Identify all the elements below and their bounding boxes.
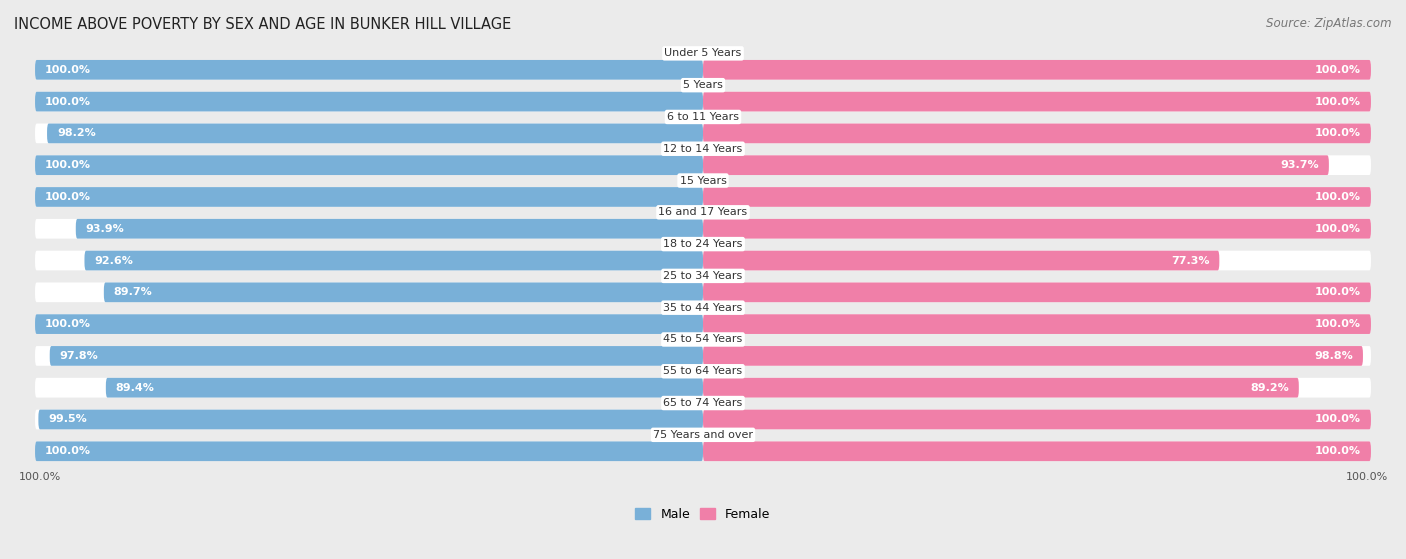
- Text: 100.0%: 100.0%: [1315, 65, 1361, 75]
- FancyBboxPatch shape: [35, 60, 703, 80]
- Text: 15 Years: 15 Years: [679, 176, 727, 186]
- FancyBboxPatch shape: [703, 442, 1371, 461]
- FancyBboxPatch shape: [35, 282, 703, 302]
- FancyBboxPatch shape: [703, 92, 1371, 111]
- Text: 92.6%: 92.6%: [94, 255, 134, 266]
- Text: 100.0%: 100.0%: [1315, 192, 1361, 202]
- FancyBboxPatch shape: [49, 346, 703, 366]
- FancyBboxPatch shape: [35, 346, 703, 366]
- Text: 65 to 74 Years: 65 to 74 Years: [664, 398, 742, 408]
- FancyBboxPatch shape: [703, 155, 1329, 175]
- Text: 100.0%: 100.0%: [1315, 287, 1361, 297]
- Text: 100.0%: 100.0%: [1315, 446, 1361, 456]
- FancyBboxPatch shape: [35, 155, 703, 175]
- Text: 77.3%: 77.3%: [1171, 255, 1209, 266]
- FancyBboxPatch shape: [35, 250, 703, 271]
- FancyBboxPatch shape: [703, 282, 1371, 302]
- Text: 93.9%: 93.9%: [86, 224, 125, 234]
- Text: 99.5%: 99.5%: [48, 414, 87, 424]
- FancyBboxPatch shape: [38, 410, 703, 429]
- Text: 100.0%: 100.0%: [45, 65, 91, 75]
- Text: 6 to 11 Years: 6 to 11 Years: [666, 112, 740, 122]
- Text: INCOME ABOVE POVERTY BY SEX AND AGE IN BUNKER HILL VILLAGE: INCOME ABOVE POVERTY BY SEX AND AGE IN B…: [14, 17, 512, 32]
- Text: 25 to 34 Years: 25 to 34 Years: [664, 271, 742, 281]
- Text: 89.2%: 89.2%: [1250, 383, 1289, 392]
- FancyBboxPatch shape: [35, 314, 703, 334]
- Text: 93.7%: 93.7%: [1281, 160, 1319, 170]
- FancyBboxPatch shape: [703, 314, 1371, 334]
- FancyBboxPatch shape: [35, 187, 703, 207]
- FancyBboxPatch shape: [84, 250, 703, 271]
- FancyBboxPatch shape: [76, 219, 703, 239]
- FancyBboxPatch shape: [35, 155, 703, 175]
- FancyBboxPatch shape: [703, 60, 1371, 80]
- Text: 100.0%: 100.0%: [45, 97, 91, 107]
- FancyBboxPatch shape: [703, 378, 1299, 397]
- Text: 18 to 24 Years: 18 to 24 Years: [664, 239, 742, 249]
- Text: 97.8%: 97.8%: [59, 351, 98, 361]
- FancyBboxPatch shape: [703, 219, 1371, 239]
- Text: 98.2%: 98.2%: [58, 129, 96, 139]
- Text: 35 to 44 Years: 35 to 44 Years: [664, 302, 742, 312]
- FancyBboxPatch shape: [35, 124, 703, 143]
- FancyBboxPatch shape: [35, 378, 703, 397]
- FancyBboxPatch shape: [703, 410, 1371, 429]
- FancyBboxPatch shape: [703, 346, 1371, 366]
- Text: 100.0%: 100.0%: [1315, 224, 1361, 234]
- Text: 100.0%: 100.0%: [45, 446, 91, 456]
- FancyBboxPatch shape: [35, 92, 703, 111]
- FancyBboxPatch shape: [703, 187, 1371, 207]
- Text: 100.0%: 100.0%: [1315, 319, 1361, 329]
- Text: 75 Years and over: 75 Years and over: [652, 430, 754, 440]
- Text: 5 Years: 5 Years: [683, 80, 723, 90]
- Text: 55 to 64 Years: 55 to 64 Years: [664, 366, 742, 376]
- Legend: Male, Female: Male, Female: [636, 508, 770, 520]
- FancyBboxPatch shape: [703, 250, 1371, 271]
- FancyBboxPatch shape: [35, 314, 703, 334]
- FancyBboxPatch shape: [35, 410, 703, 429]
- Text: 89.4%: 89.4%: [115, 383, 155, 392]
- FancyBboxPatch shape: [703, 124, 1371, 143]
- Text: 100.0%: 100.0%: [1315, 129, 1361, 139]
- FancyBboxPatch shape: [35, 442, 703, 461]
- FancyBboxPatch shape: [703, 92, 1371, 111]
- FancyBboxPatch shape: [35, 92, 703, 111]
- FancyBboxPatch shape: [703, 282, 1371, 302]
- FancyBboxPatch shape: [703, 219, 1371, 239]
- FancyBboxPatch shape: [104, 282, 703, 302]
- Text: Source: ZipAtlas.com: Source: ZipAtlas.com: [1267, 17, 1392, 30]
- Text: 100.0%: 100.0%: [18, 472, 60, 482]
- FancyBboxPatch shape: [46, 124, 703, 143]
- Text: 16 and 17 Years: 16 and 17 Years: [658, 207, 748, 217]
- FancyBboxPatch shape: [703, 410, 1371, 429]
- FancyBboxPatch shape: [703, 60, 1371, 80]
- FancyBboxPatch shape: [703, 378, 1371, 397]
- FancyBboxPatch shape: [35, 187, 703, 207]
- Text: 45 to 54 Years: 45 to 54 Years: [664, 334, 742, 344]
- FancyBboxPatch shape: [703, 155, 1371, 175]
- FancyBboxPatch shape: [703, 346, 1362, 366]
- FancyBboxPatch shape: [35, 442, 703, 461]
- FancyBboxPatch shape: [703, 124, 1371, 143]
- Text: 89.7%: 89.7%: [114, 287, 153, 297]
- FancyBboxPatch shape: [703, 314, 1371, 334]
- Text: 98.8%: 98.8%: [1315, 351, 1353, 361]
- FancyBboxPatch shape: [703, 187, 1371, 207]
- Text: 100.0%: 100.0%: [1315, 97, 1361, 107]
- Text: 100.0%: 100.0%: [1315, 414, 1361, 424]
- Text: 100.0%: 100.0%: [45, 160, 91, 170]
- FancyBboxPatch shape: [35, 60, 703, 80]
- FancyBboxPatch shape: [703, 250, 1219, 271]
- Text: 100.0%: 100.0%: [1346, 472, 1388, 482]
- Text: 12 to 14 Years: 12 to 14 Years: [664, 144, 742, 154]
- Text: Under 5 Years: Under 5 Years: [665, 49, 741, 58]
- FancyBboxPatch shape: [703, 442, 1371, 461]
- FancyBboxPatch shape: [35, 219, 703, 239]
- FancyBboxPatch shape: [105, 378, 703, 397]
- Text: 100.0%: 100.0%: [45, 319, 91, 329]
- Text: 100.0%: 100.0%: [45, 192, 91, 202]
